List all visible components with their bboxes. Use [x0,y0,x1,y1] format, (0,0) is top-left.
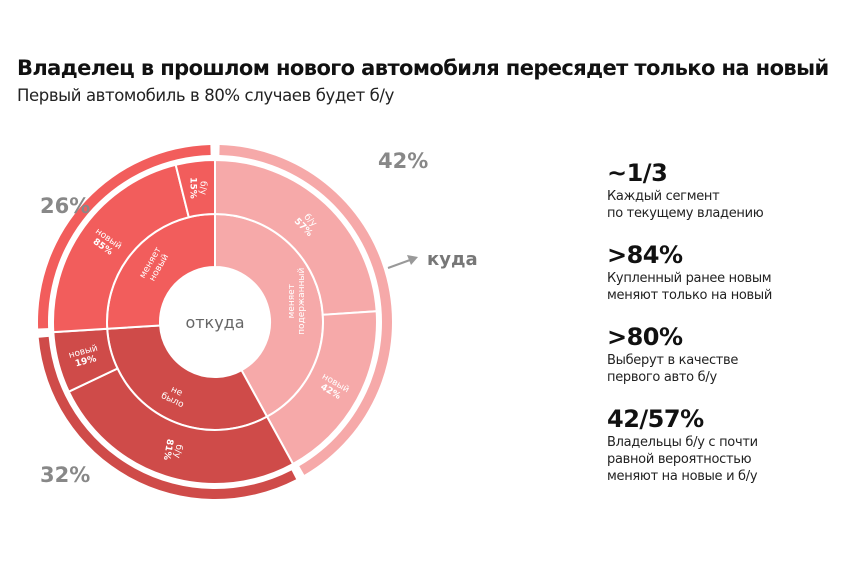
stat-value: 42/57% [607,405,704,433]
arrow-line [387,259,411,269]
stat-text: Выберут в качестве первого авто б/у [607,353,739,385]
outer-segment-label: б/у15% [187,177,207,199]
share-band [38,336,297,499]
arrow-head-icon [407,255,418,265]
stat-text: Купленный ранее новым меняют только на н… [607,271,773,303]
share-label: 42% [378,149,428,173]
stat-value: >84% [607,241,683,269]
share-label: 32% [40,463,90,487]
stat-item: 42/57% Владельцы б/у с почти равной вероя… [607,404,857,485]
outer-segment [174,158,216,219]
stat-value: ~1/3 [607,159,668,187]
chart-title: Владелец в прошлом нового автомобиля пер… [17,56,829,80]
stats-panel: ~1/3 Каждый сегмент по текущему владению … [607,158,857,503]
outer-segment-label: б/у81% [161,438,184,463]
inner-segment-label: меняетподержанный [287,267,307,334]
chart-subtitle: Первый автомобиль в 80% случаев будет б/… [17,86,394,105]
stat-item: >84% Купленный ранее новым меняют только … [607,240,857,304]
stat-value: >80% [607,323,683,351]
center-label: откуда [185,313,244,332]
share-label: 26% [40,194,90,218]
stat-item: >80% Выберут в качестве первого авто б/у [607,322,857,386]
stat-text: Каждый сегмент по текущему владению [607,189,764,221]
share-band [38,145,211,329]
stat-text: Владельцы б/у с почти равной вероятность… [607,435,758,484]
outer-label: куда [427,249,478,270]
stat-item: ~1/3 Каждый сегмент по текущему владению [607,158,857,222]
